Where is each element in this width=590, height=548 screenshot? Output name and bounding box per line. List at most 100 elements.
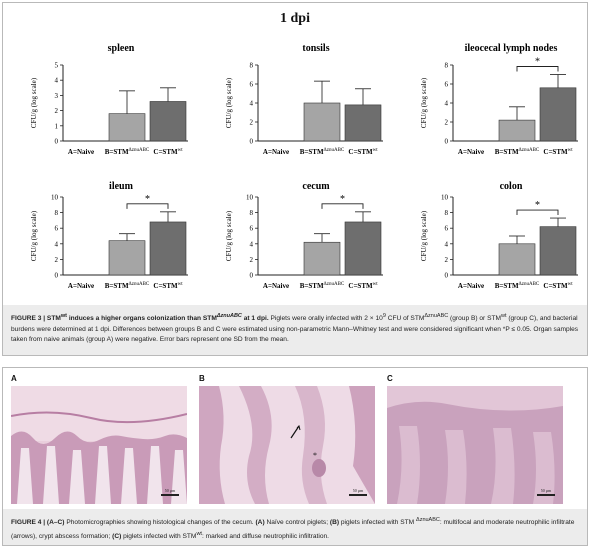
figure-4-panel: A B C 50 µm * 50 µm [2, 367, 588, 546]
caption-text: (group B) or STM [448, 315, 501, 323]
y-tick-label: 2 [250, 256, 254, 264]
y-tick-label: 5 [55, 62, 59, 70]
bar-group-c [539, 226, 577, 276]
figure-3-panel: 1 dpi spleen CFU/g (log scale) 0 1 2 3 4 5 A=Nai… [2, 2, 588, 356]
caption-text: : marked and diffuse neutrophilic infilt… [201, 532, 329, 540]
chart-cecum: cecum CFU/g (log scale) 0 2 4 6 8 10 A=Naive B=ST… [225, 181, 383, 290]
y-axis-label: CFU/g (log scale) [420, 210, 428, 261]
bar-group-c [344, 104, 382, 142]
chart-ileocecal-lymph-nodes: ileocecal lymph nodes CFU/g (log scale) 0 2… [420, 43, 578, 156]
y-axis-label: CFU/g (log scale) [30, 77, 38, 128]
bar-group-b [498, 243, 536, 276]
y-tick-label: 0 [250, 138, 254, 146]
caption-panel-ref: (C) [112, 532, 122, 540]
figure-3-caption: FIGURE 3 | STMwt induces a higher organs… [11, 311, 579, 346]
caption-text: piglets infected with STM [339, 519, 417, 527]
y-tick-label: 2 [250, 119, 254, 127]
category-label: C=STMwt [348, 282, 378, 290]
y-tick-label: 6 [250, 225, 254, 233]
y-tick-label: 0 [445, 138, 449, 146]
y-tick-label: 2 [445, 119, 449, 127]
category-label: A=Naive [263, 148, 289, 156]
bar-group-c [149, 221, 187, 276]
category-label: B=STMΔznuABC [495, 282, 540, 290]
y-tick-label: 8 [55, 209, 59, 217]
category-label: B=STMΔznuABC [495, 148, 540, 156]
caption-title-part: STM [45, 315, 61, 323]
caption-sup: 9 [382, 313, 386, 319]
panel-label-b: B [199, 374, 205, 383]
y-tick-label: 1 [55, 122, 59, 130]
chart-title: spleen [108, 43, 135, 54]
category-label-sup: ΔznuABC [129, 148, 150, 153]
y-tick-label: 8 [250, 62, 254, 70]
category-label-sup: ΔznuABC [519, 282, 540, 287]
chart-title: ileum [109, 181, 134, 192]
y-tick-label: 2 [445, 256, 449, 264]
charts-canvas: spleen CFU/g (log scale) 0 1 2 3 4 5 A=Naive B=ST… [30, 43, 578, 290]
figure-3-label: FIGURE 3 | [11, 315, 46, 323]
y-axis-label: CFU/g (log scale) [30, 210, 38, 261]
caption-text: Piglets were orally infected with 2 × 10 [268, 315, 383, 323]
category-label-sup: wt [373, 148, 379, 153]
caption-text: (group C), and bacterial burdens were de… [11, 315, 579, 344]
y-tick-label: 4 [250, 100, 254, 108]
category-label: A=Naive [68, 282, 94, 290]
bar-group-b [108, 240, 146, 276]
caption-panel-ref: (A) [255, 519, 265, 527]
figure-4-caption-band [3, 509, 587, 545]
y-tick-label: 0 [250, 272, 254, 280]
chart-title: colon [500, 181, 523, 192]
significance-marker: * [340, 194, 345, 205]
caption-sup: ΔznuABC [424, 313, 449, 319]
micrograph-c: 50 µm [387, 386, 563, 504]
y-tick-label: 10 [51, 194, 59, 202]
scale-label-a: 50 µm [165, 488, 176, 493]
category-label-sup: wt [178, 282, 184, 287]
y-tick-label: 4 [445, 240, 449, 248]
micrograph-a-image: 50 µm [11, 386, 187, 504]
y-tick-label: 6 [250, 81, 254, 89]
y-axis-label: CFU/g (log scale) [225, 210, 233, 261]
chart-ileum: ileum CFU/g (log scale) 0 2 4 6 8 10 A=Naive B=ST… [30, 181, 188, 290]
y-tick-label: 4 [55, 240, 59, 248]
category-label: C=STMwt [543, 282, 573, 290]
caption-text: Photomicrographies showing histological … [64, 519, 256, 527]
micrograph-a: 50 µm [11, 386, 187, 504]
category-label-sup: wt [178, 148, 184, 153]
caption-sup: wt [500, 313, 507, 319]
y-axis-label: CFU/g (log scale) [420, 77, 428, 128]
y-tick-label: 0 [445, 272, 449, 280]
bar-group-b [303, 102, 341, 142]
bar-group-c [539, 87, 577, 142]
category-label: A=Naive [263, 282, 289, 290]
caption-text: CFU of STM [385, 315, 425, 323]
y-tick-label: 2 [55, 107, 59, 115]
category-label-sup: ΔznuABC [519, 148, 540, 153]
y-tick-label: 6 [445, 225, 449, 233]
caption-text: : multifocal and moderate neutrophilic i… [11, 519, 575, 540]
category-label-sup: wt [373, 282, 379, 287]
chart-title: tonsils [302, 43, 329, 54]
category-label: C=STMwt [153, 282, 183, 290]
micrograph-b-image: * 50 µm [199, 386, 375, 504]
micrograph-c-image: 50 µm [387, 386, 563, 504]
category-label: B=STMΔznuABC [105, 282, 150, 290]
category-label-sup: ΔznuABC [324, 148, 345, 153]
caption-title-sup: wt [60, 313, 67, 319]
category-label-sup: wt [568, 282, 574, 287]
category-label: C=STMwt [348, 148, 378, 156]
y-tick-label: 8 [445, 209, 449, 217]
y-tick-label: 2 [55, 256, 59, 264]
significance-bracket [516, 209, 559, 216]
chart-spleen: spleen CFU/g (log scale) 0 1 2 3 4 5 A=Naive B=ST… [30, 43, 188, 156]
bar-group-c [344, 221, 382, 276]
bar-group-b [303, 241, 341, 276]
category-label-sup: ΔznuABC [129, 282, 150, 287]
chart-colon: colon CFU/g (log scale) 0 2 4 6 8 10 A=Naive B=ST… [420, 181, 578, 290]
y-tick-label: 4 [55, 77, 59, 85]
significance-marker: * [535, 200, 540, 211]
significance-bracket [516, 66, 559, 72]
caption-title-part: at 1 dpi. [241, 315, 269, 323]
category-label: A=Naive [458, 282, 484, 290]
